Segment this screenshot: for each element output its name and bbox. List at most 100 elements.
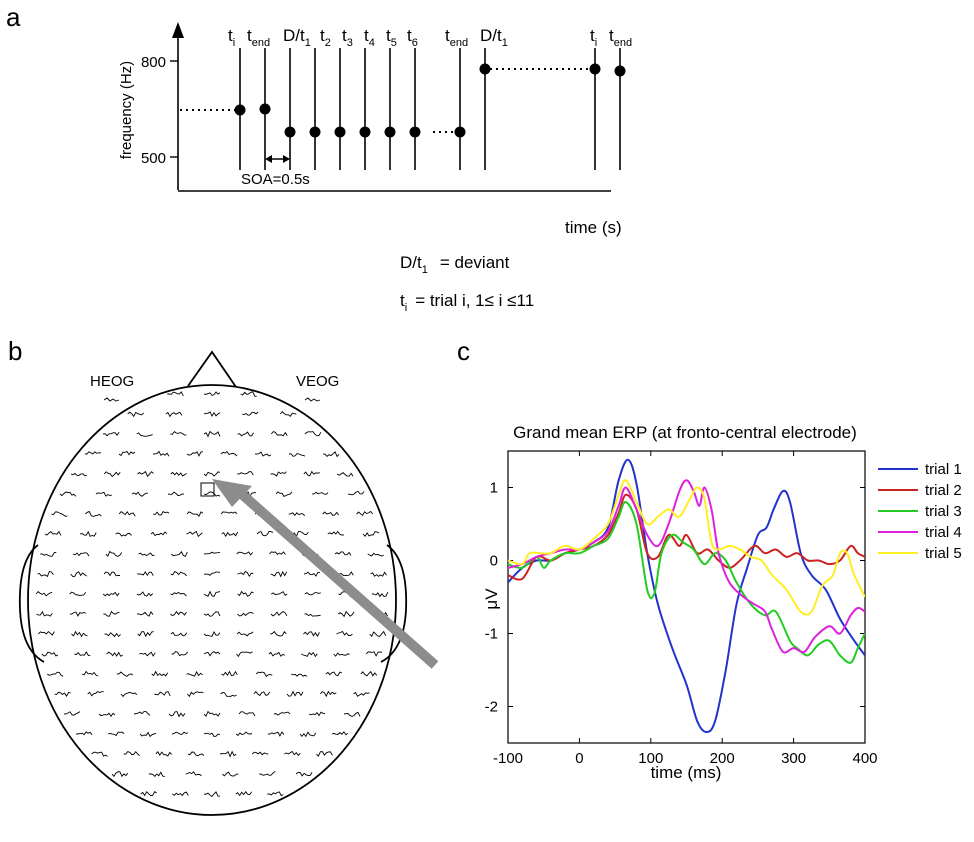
electrode-trace <box>165 411 183 418</box>
electrode-trace <box>37 570 54 578</box>
electrode-trace <box>270 591 288 596</box>
electrode-trace <box>203 611 221 617</box>
marker-label-9: tend <box>445 26 468 49</box>
stim-dot-2 <box>259 103 271 115</box>
electrode-trace <box>41 651 59 657</box>
electrode-trace <box>137 470 154 478</box>
electrode-trace <box>105 550 123 558</box>
electrode-trace <box>111 771 129 778</box>
electrode-trace <box>170 591 187 597</box>
electrode-trace <box>186 670 203 677</box>
marker-label-11: ti <box>590 26 597 49</box>
electrode-trace <box>151 670 169 677</box>
electrode-trace <box>131 491 148 497</box>
stim-dot-8 <box>409 126 421 138</box>
selected-electrode-box <box>200 482 215 497</box>
pointer-arrow-shaft <box>232 485 439 669</box>
veog-label: VEOG <box>296 373 339 390</box>
panel-a: a 800 500 frequency (Hz) time (s) <box>6 2 632 314</box>
marker-label-1: ti <box>228 26 235 49</box>
electrode-trace <box>170 631 188 637</box>
marker-label-2: tend <box>247 26 270 49</box>
electrode-trace <box>295 771 313 777</box>
electrode-trace <box>148 771 165 777</box>
legend-label: trial 5 <box>925 545 962 562</box>
electrode-trace <box>172 791 189 797</box>
x-axis-label: time (ms) <box>651 763 722 782</box>
electrode-trace <box>331 731 349 736</box>
electrode-trace <box>301 651 318 658</box>
electrode-trace <box>76 731 93 736</box>
electrode-trace <box>170 471 187 477</box>
panel-c-letter: c <box>457 336 470 366</box>
electrode-trace <box>81 670 99 677</box>
stim-dot-9 <box>454 126 466 138</box>
electrode-trace <box>303 470 320 477</box>
marker-label-12: tend <box>609 26 632 49</box>
y-tick-label: 0 <box>490 553 498 570</box>
electrode-trace <box>255 671 273 678</box>
marker-label-8: t6 <box>407 26 418 49</box>
electrode-trace <box>273 711 291 716</box>
stim-dot-7 <box>384 126 396 138</box>
panel-a-stimuli <box>234 48 626 170</box>
electrode-trace <box>336 630 353 636</box>
electrode-trace <box>303 571 321 577</box>
electrode-trace <box>170 430 187 436</box>
electrode-trace <box>167 391 184 397</box>
electrode-trace <box>256 531 274 537</box>
electrode-trace <box>150 531 168 537</box>
electrode-trace <box>286 690 304 697</box>
electrode-trace <box>288 512 306 517</box>
electrode-trace <box>54 691 71 697</box>
electrode-trace <box>327 530 344 536</box>
electrode-trace <box>136 432 153 437</box>
electrode-trace <box>74 651 91 656</box>
electrode-trace <box>171 650 188 657</box>
x-tick-label: -100 <box>493 750 523 767</box>
marker-label-10: D/t1 <box>480 26 508 49</box>
electrode-trace <box>171 550 188 558</box>
panel-a-xlabel: time (s) <box>565 218 622 237</box>
panel-a-y-arrow <box>172 22 184 38</box>
electrode-trace <box>303 631 320 638</box>
electrode-trace <box>270 431 288 437</box>
electrode-trace <box>235 790 253 797</box>
electrode-trace <box>127 411 145 418</box>
marker-label-5: t3 <box>342 26 353 49</box>
electrode-trace <box>102 591 120 597</box>
panel-a-ylabel: frequency (Hz) <box>118 61 135 159</box>
electrode-trace <box>270 471 287 477</box>
electrode-trace <box>155 751 173 757</box>
electrode-trace <box>118 510 136 517</box>
electrode-trace <box>103 431 120 437</box>
x-tick-label: 0 <box>575 750 583 767</box>
x-tick-label: 100 <box>638 750 663 767</box>
electrode-trace <box>35 590 53 597</box>
electrode-trace <box>138 552 155 557</box>
trial-legend: ti = trial i, 1≤ i ≤11 <box>400 291 534 314</box>
head-outline <box>27 384 397 816</box>
soa-arrowhead-left <box>265 155 272 163</box>
electrode-trace <box>103 471 121 478</box>
electrode-trace <box>136 611 154 617</box>
legend-label: trial 1 <box>925 461 962 478</box>
electrode-trace <box>220 692 237 697</box>
soa-label: SOA=0.5s <box>241 171 310 188</box>
electrode-trace <box>236 631 254 637</box>
nose-outline <box>187 350 237 388</box>
electrode-trace <box>203 471 221 477</box>
electrode-trace <box>203 551 221 555</box>
electrode-trace <box>268 651 285 657</box>
pointer-arrow-head <box>212 479 252 507</box>
electrode-trace <box>106 651 123 657</box>
marker-label-4: t2 <box>320 26 331 49</box>
electrode-trace <box>203 571 221 576</box>
electrode-trace <box>186 451 204 457</box>
electrode-trace <box>107 731 125 737</box>
electrode-trace <box>251 751 269 756</box>
electrode-trace <box>369 630 387 638</box>
y-axis-label: μV <box>482 588 501 610</box>
marker-label-6: t4 <box>364 26 375 49</box>
electrode-trace <box>275 491 293 497</box>
